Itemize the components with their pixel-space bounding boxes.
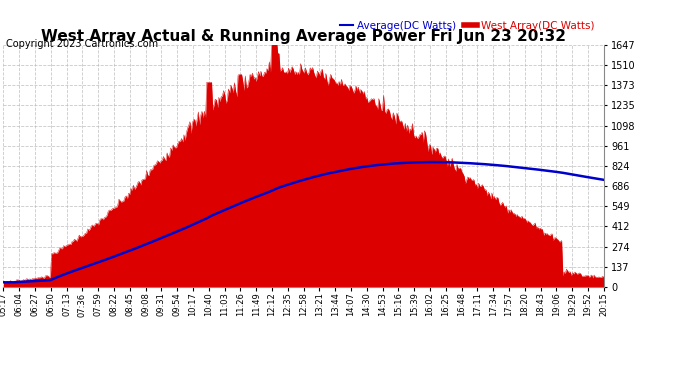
Title: West Array Actual & Running Average Power Fri Jun 23 20:32: West Array Actual & Running Average Powe… <box>41 29 566 44</box>
Text: Copyright 2023 Cartronics.com: Copyright 2023 Cartronics.com <box>6 39 157 50</box>
Legend: Average(DC Watts), West Array(DC Watts): Average(DC Watts), West Array(DC Watts) <box>336 16 598 35</box>
